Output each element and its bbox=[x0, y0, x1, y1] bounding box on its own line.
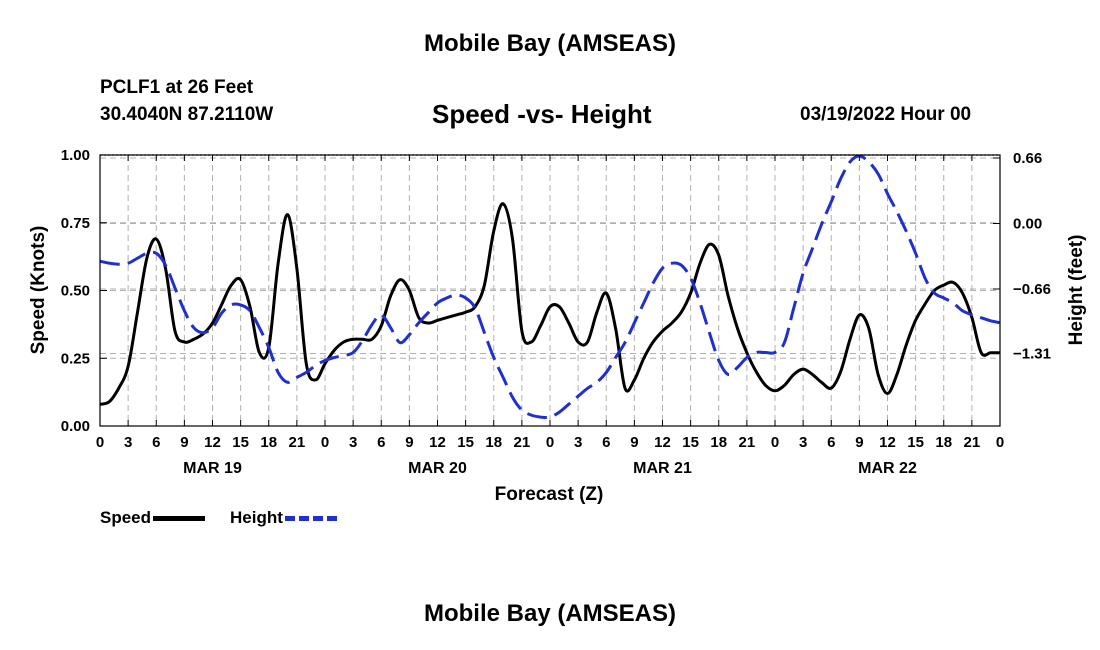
y2-axis-label: Height (feet) bbox=[1066, 235, 1087, 346]
x-tick-label: 9 bbox=[180, 434, 188, 451]
station-name: PCLF1 at 26 Feet bbox=[100, 77, 254, 98]
main-title: Mobile Bay (AMSEAS) bbox=[423, 30, 677, 57]
x-tick-label: 6 bbox=[602, 434, 610, 451]
x-tick-label: 3 bbox=[574, 434, 582, 451]
x-tick-label: 18 bbox=[485, 434, 502, 451]
x-tick-label: 6 bbox=[152, 434, 160, 451]
x-axis-label: Forecast (Z) bbox=[495, 484, 604, 505]
y-tick-label: 0.50 bbox=[61, 283, 90, 300]
x-tick-label: 0 bbox=[321, 434, 329, 451]
legend-height: Height bbox=[230, 508, 337, 528]
bottom-title: Mobile Bay (AMSEAS) bbox=[423, 600, 677, 627]
x-tick-label: 21 bbox=[514, 434, 531, 451]
axis-layer: 0 3 6 9 12 15 18 21 0 3 6 9 12 15 18 21 0 3 6 9 12 15 18 21 0 3 6 9… bbox=[61, 147, 1051, 477]
speed-series-line bbox=[99, 202, 1000, 406]
x-tick-label: 9 bbox=[405, 434, 413, 451]
x-tick-label: 21 bbox=[289, 434, 306, 451]
y-tick-label: 0.25 bbox=[61, 350, 90, 367]
x-tick-label: 18 bbox=[935, 434, 952, 451]
x-tick-label: 21 bbox=[739, 434, 756, 451]
x-tick-label: 15 bbox=[232, 434, 249, 451]
y2-tick-label: 0.00 bbox=[1013, 215, 1042, 232]
x-tick-label: 18 bbox=[710, 434, 727, 451]
x-tick-label: 15 bbox=[907, 434, 924, 451]
x-tick-label: 0 bbox=[771, 434, 779, 451]
x-tick-label: 0 bbox=[96, 434, 104, 451]
x-tick-label: 15 bbox=[457, 434, 474, 451]
station-coordinates: 30.4040N 87.2110W bbox=[100, 104, 274, 125]
x-tick-label: 12 bbox=[429, 434, 446, 451]
x-day-label: MAR 21 bbox=[633, 460, 692, 477]
x-tick-label: 15 bbox=[682, 434, 699, 451]
forecast-run-time: 03/19/2022 Hour 00 bbox=[800, 104, 972, 125]
x-tick-label: 6 bbox=[827, 434, 835, 451]
y-axis-label: Speed (Knots) bbox=[28, 226, 49, 355]
y-tick-label: 1.00 bbox=[61, 147, 90, 164]
y-tick-label: 0.75 bbox=[61, 215, 90, 232]
legend-height-swatch bbox=[284, 515, 337, 521]
x-tick-label: 18 bbox=[260, 434, 277, 451]
y2-tick-label: 0.66 bbox=[1013, 150, 1042, 167]
y2-tick-label: −1.31 bbox=[1013, 346, 1051, 363]
x-tick-label: 9 bbox=[855, 434, 863, 451]
chart-title: Speed -vs- Height bbox=[432, 99, 652, 129]
x-day-label: MAR 20 bbox=[408, 460, 467, 477]
x-tick-label: 12 bbox=[204, 434, 221, 451]
x-tick-label: 3 bbox=[124, 434, 132, 451]
x-tick-label: 0 bbox=[546, 434, 554, 451]
grid-lines bbox=[100, 155, 1000, 426]
x-tick-label: 9 bbox=[630, 434, 638, 451]
legend-speed-swatch bbox=[153, 515, 206, 521]
x-tick-label: 21 bbox=[964, 434, 981, 451]
x-tick-label: 0 bbox=[996, 434, 1004, 451]
x-tick-label: 3 bbox=[799, 434, 807, 451]
legend-speed: Speed bbox=[100, 508, 206, 528]
x-tick-label: 3 bbox=[349, 434, 357, 451]
x-tick-label: 12 bbox=[654, 434, 671, 451]
x-tick-label: 6 bbox=[377, 434, 385, 451]
height-series-line bbox=[99, 154, 1001, 420]
legend-speed-label: Speed bbox=[100, 508, 152, 527]
x-day-label: MAR 19 bbox=[183, 460, 242, 477]
y-tick-label: 0.00 bbox=[61, 418, 90, 435]
y2-tick-label: −0.66 bbox=[1013, 281, 1051, 298]
legend-height-label: Height bbox=[230, 508, 283, 527]
x-day-label: MAR 22 bbox=[858, 460, 917, 477]
series-layer bbox=[99, 154, 1001, 420]
x-tick-label: 12 bbox=[879, 434, 896, 451]
